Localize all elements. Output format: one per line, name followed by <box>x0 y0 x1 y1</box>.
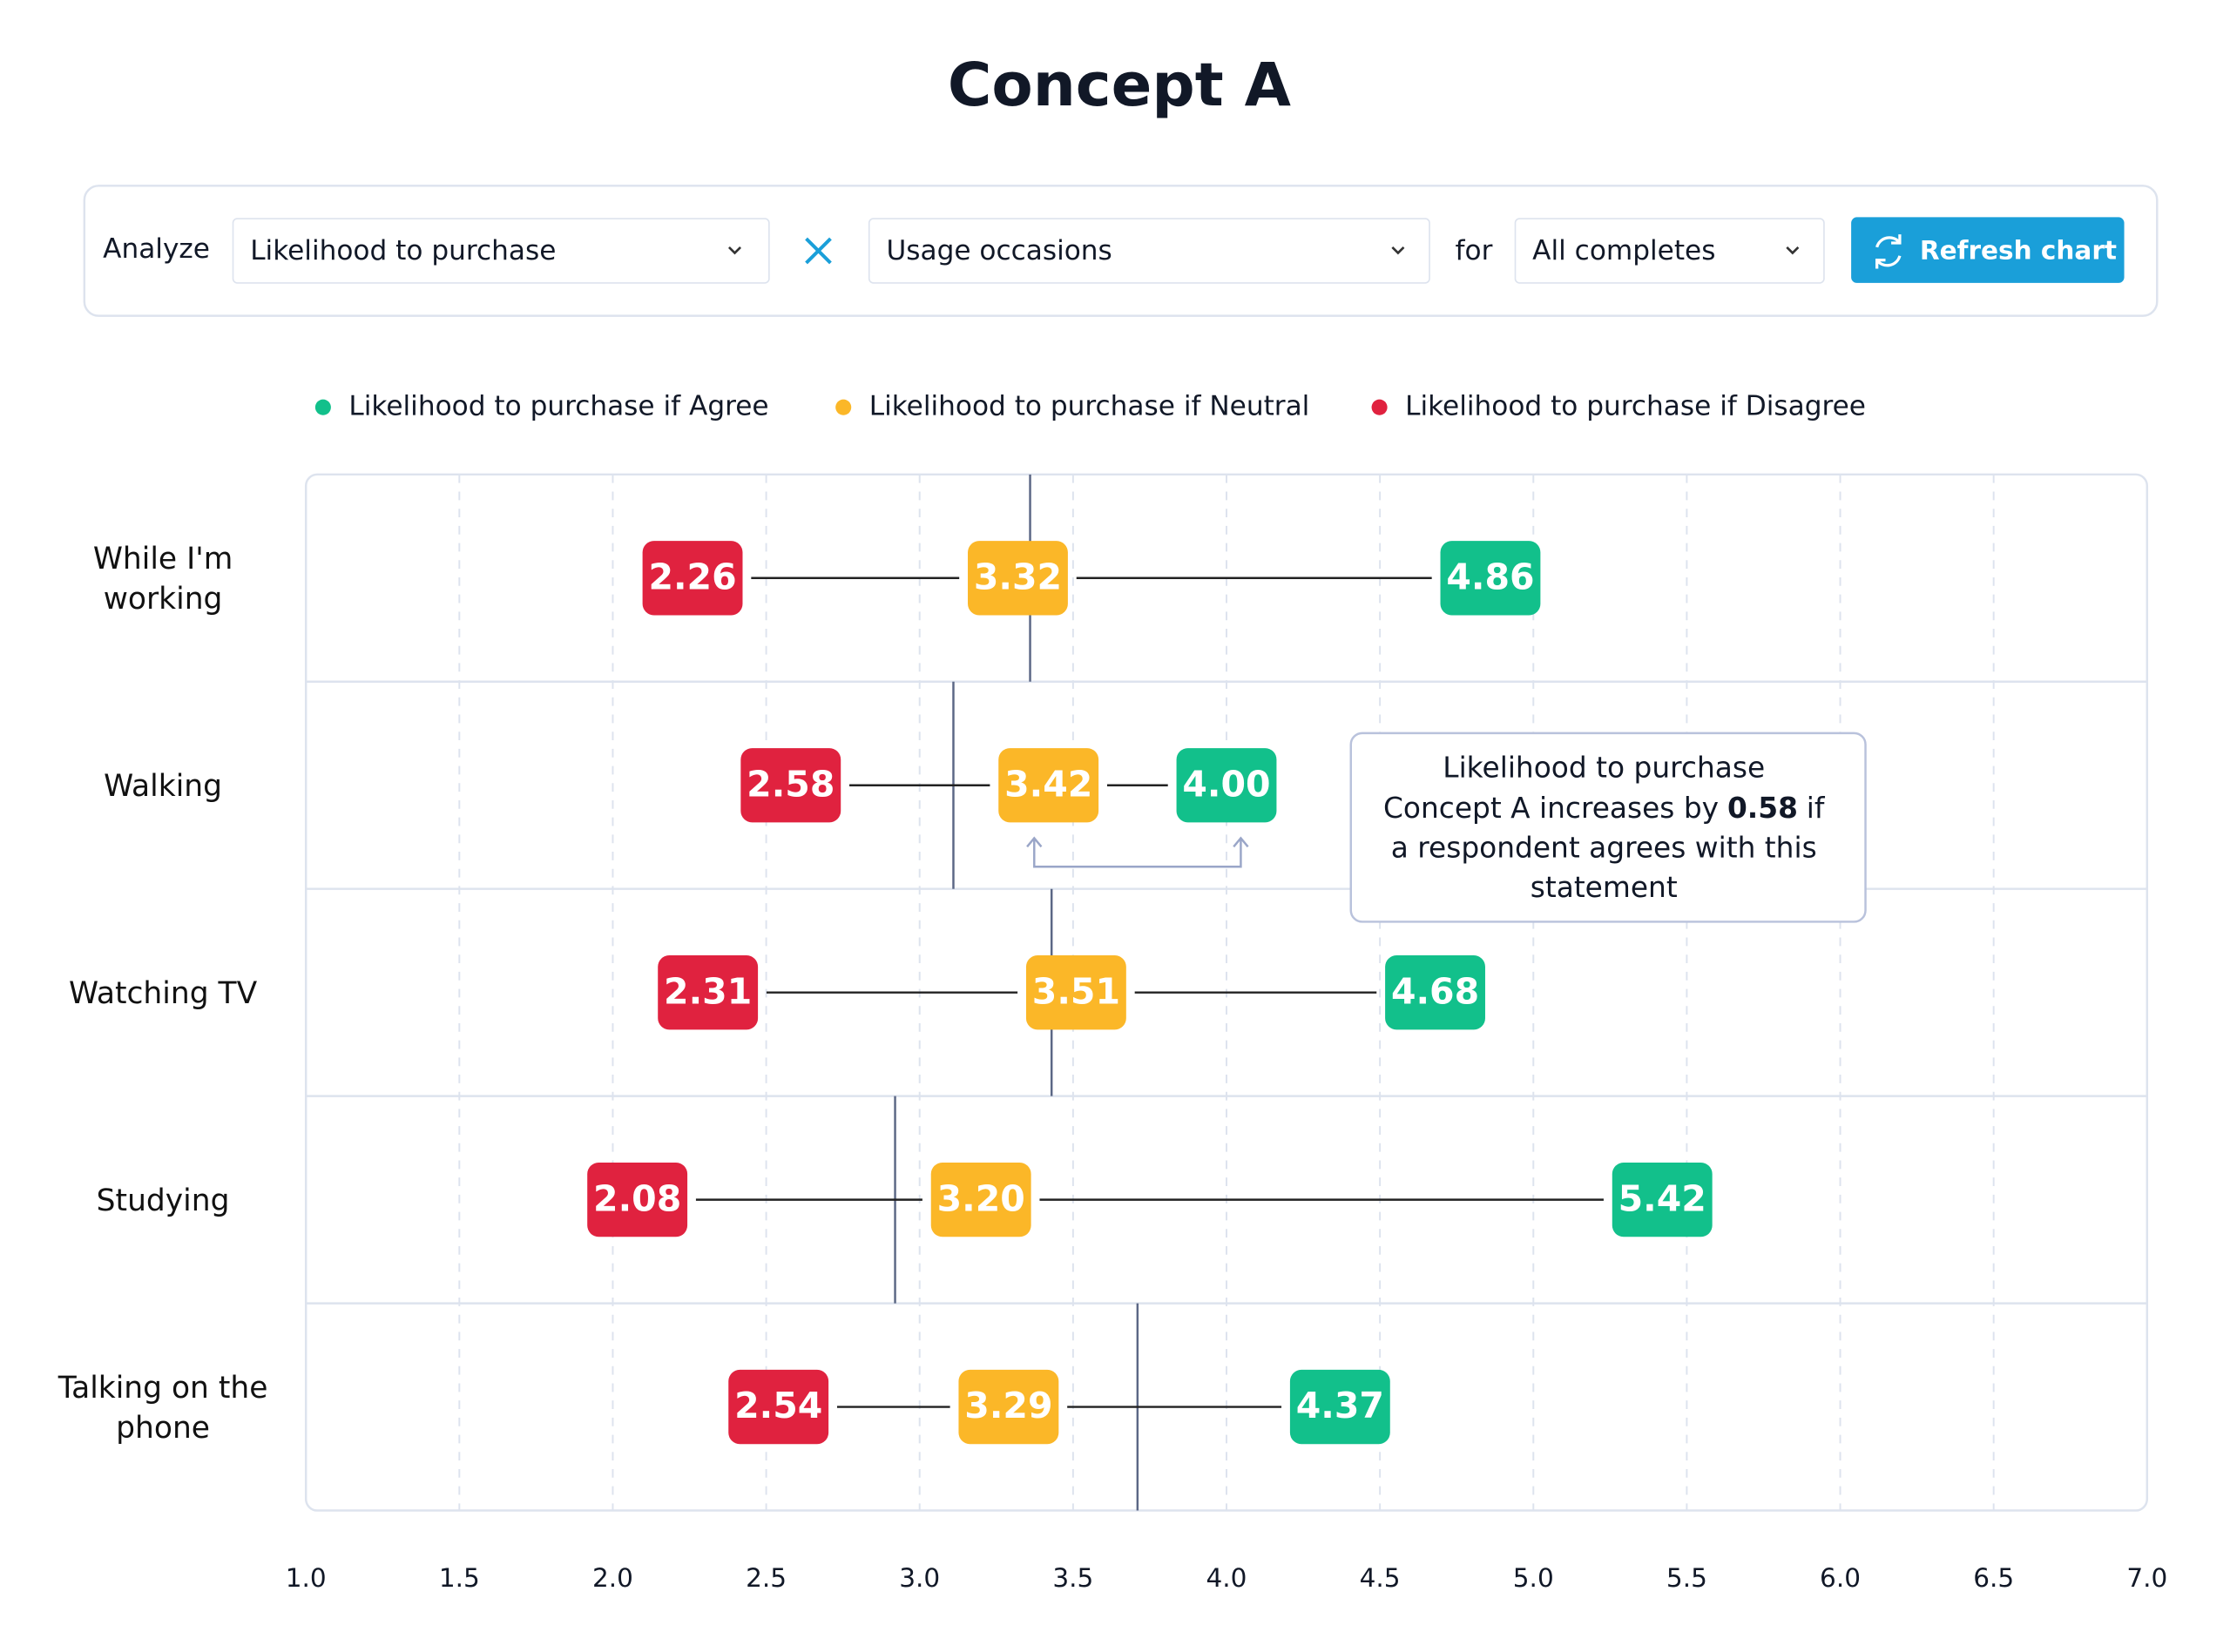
value-badge <box>642 541 743 616</box>
for-label: for <box>1456 235 1493 266</box>
value-label: 5.42 <box>1618 1177 1706 1219</box>
x-tick-label: 6.0 <box>1820 1563 1861 1593</box>
chevron <box>728 246 741 255</box>
value-badge <box>930 1162 1031 1237</box>
value-label: 4.68 <box>1391 970 1479 1012</box>
value-label: 3.29 <box>964 1385 1052 1426</box>
x-tick-label: 4.0 <box>1206 1563 1247 1593</box>
value-badge <box>968 541 1068 616</box>
value-label: 3.20 <box>937 1177 1025 1219</box>
value-label: 4.86 <box>1446 556 1534 597</box>
legend-dot <box>314 399 331 415</box>
legend-dot <box>1371 399 1388 415</box>
annotation-text: a respondent agrees with this <box>1391 831 1817 864</box>
category-label: While I'm working <box>92 541 233 616</box>
value-badge <box>1440 541 1541 616</box>
analyze-label: Analyze <box>103 233 210 265</box>
x-tick-label: 3.0 <box>899 1563 940 1593</box>
breakdown-value: Usage occasions <box>886 235 1112 266</box>
value-badge <box>658 955 759 1030</box>
value-badge <box>1176 748 1277 823</box>
title: Concept A <box>948 51 1291 120</box>
legend-label: Likelihood to purchase if Neutral <box>869 391 1310 422</box>
value-badge <box>958 1369 1059 1445</box>
chevron <box>1786 246 1800 255</box>
category-label: Walking <box>104 768 222 803</box>
x-tick-label: 5.5 <box>1666 1563 1707 1593</box>
breakdown-dropdown[interactable] <box>868 218 1430 284</box>
metric-value: Likelihood to purchase <box>250 235 556 266</box>
category-label: Talking on the phone <box>57 1369 268 1445</box>
chevron <box>1391 246 1405 255</box>
value-badge <box>728 1369 829 1445</box>
x-tick-label: 3.5 <box>1052 1563 1093 1593</box>
audience-dropdown[interactable] <box>1514 218 1825 284</box>
value-label: 3.32 <box>974 556 1062 597</box>
category-text: While I'm working <box>92 541 233 616</box>
x-tick-label: 7.0 <box>2126 1563 2167 1593</box>
annotation-value: 0.58 <box>1727 791 1798 824</box>
x-tick-label: 2.5 <box>746 1563 787 1593</box>
value-label: 3.42 <box>1004 763 1092 805</box>
value-label: 4.37 <box>1296 1385 1384 1426</box>
category-text: Watching TV <box>68 974 258 1010</box>
value-label: 2.54 <box>734 1385 822 1426</box>
legend-dot <box>835 399 852 415</box>
value-label: 2.08 <box>593 1177 681 1219</box>
clear-icon[interactable] <box>805 237 832 265</box>
value-label: 2.58 <box>747 763 835 805</box>
value-label: 3.51 <box>1032 970 1120 1012</box>
refresh-button[interactable] <box>1851 217 2125 283</box>
value-label: 4.00 <box>1182 763 1270 805</box>
value-badge <box>587 1162 688 1237</box>
value-badge <box>1025 955 1126 1030</box>
value-label: 2.26 <box>648 556 736 597</box>
legend-label: Likelihood to purchase if Agree <box>348 391 768 422</box>
bracket <box>1026 836 1249 868</box>
annotation-text: Likelihood to purchase <box>1443 751 1765 784</box>
value-badge <box>740 748 841 823</box>
value-badge <box>998 748 1099 823</box>
x-tick-label: 6.5 <box>1973 1563 2014 1593</box>
annotation-text: if <box>1807 791 1826 824</box>
value-badge <box>1385 955 1485 1030</box>
x-tick-label: 5.0 <box>1513 1563 1554 1593</box>
x-tick-label: 2.0 <box>592 1563 633 1593</box>
category-text: Studying <box>96 1182 230 1217</box>
value-label: 2.31 <box>664 970 752 1012</box>
annotation-text: Concept A increases by 0.58 if <box>1383 791 1826 824</box>
audience-value: All completes <box>1532 235 1715 266</box>
annotation-box <box>1349 732 1867 923</box>
annotation-text: statement <box>1531 871 1678 904</box>
value-badge <box>1612 1162 1713 1237</box>
refresh-icon <box>1875 234 1902 269</box>
x-tick-label: 1.5 <box>439 1563 480 1593</box>
value-badge <box>1289 1369 1390 1445</box>
category-label: Studying <box>96 1182 230 1217</box>
annotation-text: Concept A increases by <box>1383 791 1719 824</box>
metric-dropdown[interactable] <box>232 218 770 284</box>
legend-label: Likelihood to purchase if Disagree <box>1405 391 1866 422</box>
x-tick-label: 1.0 <box>286 1563 327 1593</box>
category-text: Walking <box>104 768 222 803</box>
x-tick-label: 4.5 <box>1360 1563 1401 1593</box>
category-text: Talking on the phone <box>57 1369 268 1445</box>
button-label: Refresh chart <box>1920 235 2117 265</box>
category-label: Watching TV <box>68 974 258 1010</box>
